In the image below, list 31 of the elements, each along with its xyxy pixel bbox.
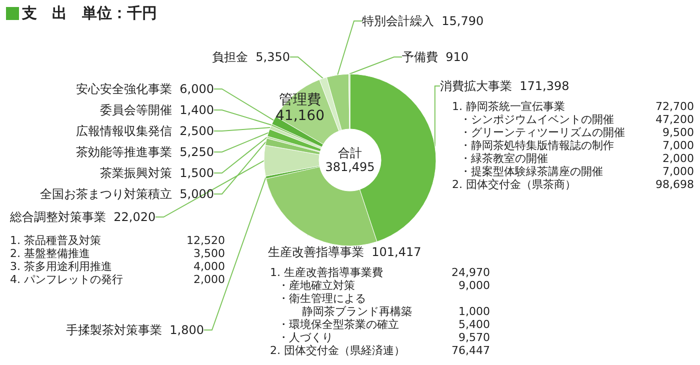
text: 2. 基盤整備推進 3,500 (10, 247, 225, 260)
chart-title: 支 出 単位：千円 (22, 4, 157, 23)
slice-label: 茶業振興対策 1,500 (100, 166, 214, 180)
text: 2. 団体交付金（県経済連） 76,447 (270, 344, 490, 357)
text: 1. 静岡茶統一宣伝事業 72,700 (452, 100, 694, 113)
text: ・静岡茶処特集版情報誌の制作 7,000 (460, 139, 694, 152)
slice-label: 茶効能等推進事業 5,250 (76, 145, 214, 159)
slice-label: 特別会計繰入 15,790 (362, 14, 484, 28)
slice-label: 生産改善指導事業 101,417 (268, 245, 422, 259)
slice-label: 負担金 5,350 (212, 50, 290, 64)
text: 3. 茶多用途利用推進 4,000 (10, 260, 225, 273)
slice-label: 広報情報収集発信 2,500 (76, 124, 214, 138)
text: ・グリーンティツーリズムの開催 9,500 (460, 126, 694, 139)
text: ・環境保全型茶業の確立 5,400 (278, 318, 490, 331)
text: 2. 団体交付金（県茶商） 98,698 (452, 178, 694, 191)
slice-label: 消費拡大事業 171,398 (440, 79, 570, 93)
slice-label: 手揉製茶対策事業 1,800 (66, 323, 204, 337)
text: 1. 茶品種普及対策 12,520 (10, 234, 225, 247)
slice-label: 安心安全強化事業 6,000 (76, 82, 214, 96)
slice-label: 予備費 910 (402, 50, 469, 64)
text: 合計 381,495 (324, 146, 376, 174)
text: ・緑茶教室の開催 2,000 (460, 152, 694, 165)
text: ・人づくり 9,570 (278, 331, 490, 344)
text: ・提案型体験緑茶講座の開催 7,000 (460, 165, 694, 178)
text: ・衛生管理による静岡茶ブランド再構築 1,000 (278, 292, 490, 318)
slice-label: 総合調整対策事業 22,020 (9, 210, 156, 224)
text: ・シンポジウムイベントの開催 47,200 (460, 113, 694, 126)
text: ・産地確立対策 9,000 (278, 279, 490, 292)
text: 1. 生産改善指導事業費 24,970 (270, 266, 490, 279)
slice-label: 委員会等開催 1,400 (100, 103, 214, 117)
text: 4. パンフレットの発行 2,000 (10, 273, 225, 286)
